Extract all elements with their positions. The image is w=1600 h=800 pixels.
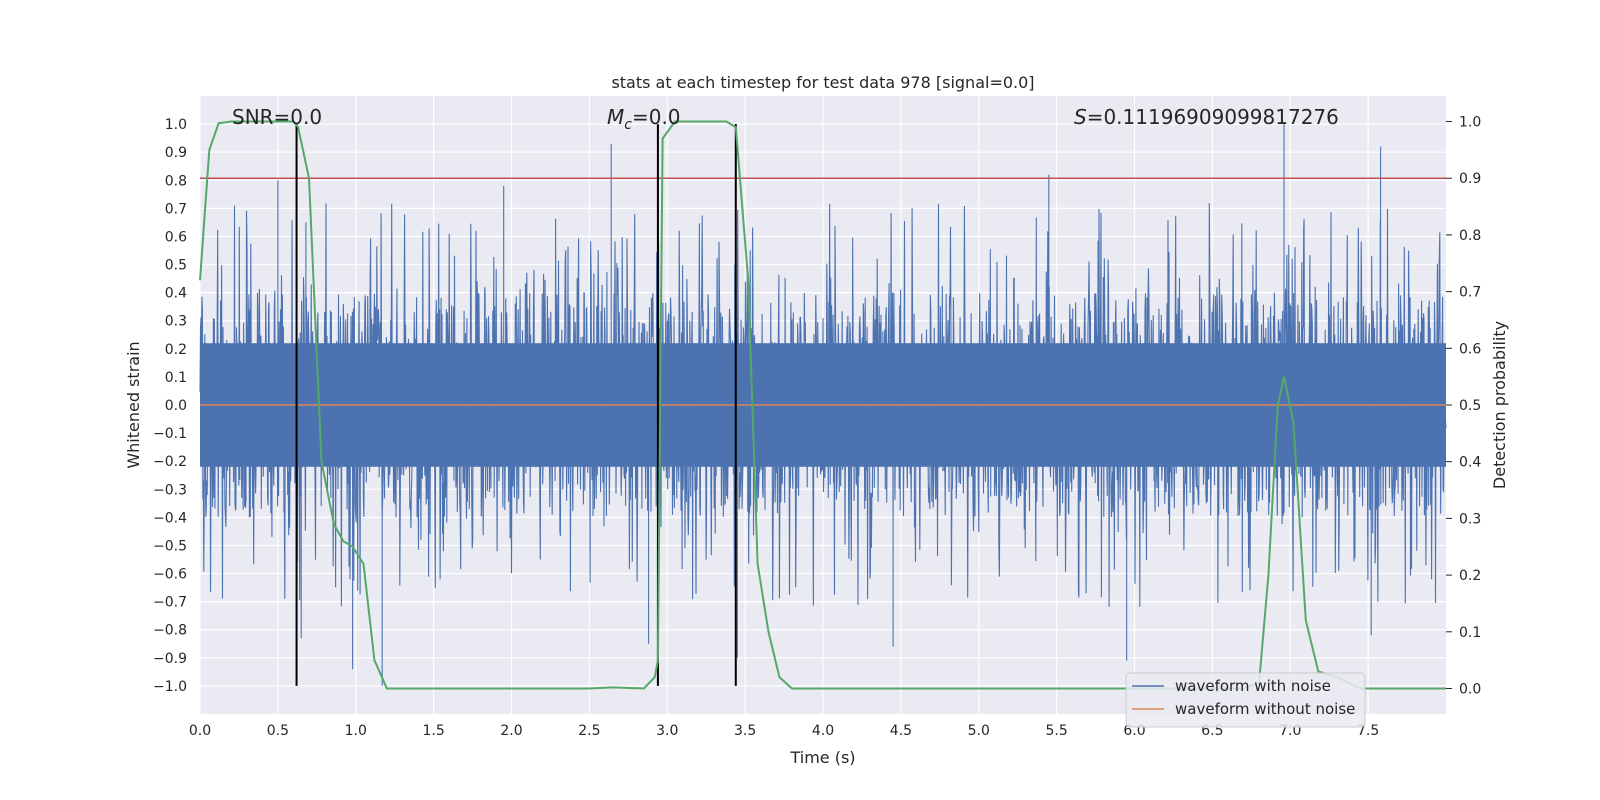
y2-tick-label: 1.0 <box>1459 115 1481 131</box>
y-tick-label: −0.8 <box>153 623 187 639</box>
x-axis-label: Time (s) <box>789 748 855 767</box>
detection-probability-line <box>199 120 1446 690</box>
y-tick-labels: 1.0 0.9 0.8 0.7 0.6 0.5 0.4 0.3 0.2 0.1 0.0 −0.1 −0.… <box>153 117 187 695</box>
y-axis-label: Whitened strain <box>124 341 143 468</box>
y2-tick-label: 0.4 <box>1459 455 1481 471</box>
y-tick-label: 0.1 <box>165 370 187 386</box>
y-tick-label: −0.3 <box>153 482 187 498</box>
y-tick-label: 0.9 <box>165 145 187 161</box>
legend: waveform with noise waveform without noi… <box>1125 672 1366 728</box>
y-tick-label: 0.4 <box>165 286 187 302</box>
y2-tick-label: 0.5 <box>1459 398 1481 414</box>
x-tick-label: 2.0 <box>500 723 522 739</box>
y-tick-label: −0.7 <box>153 595 187 611</box>
y2-tick-label: 0.1 <box>1459 625 1481 641</box>
y-tick-label: −0.5 <box>153 538 187 554</box>
y-tick-label: −0.9 <box>153 651 187 667</box>
s-annotation: S=0.11196909099817276 <box>1074 105 1339 129</box>
y-tick-label: −0.1 <box>153 426 187 442</box>
x-tick-label: 0.0 <box>189 723 211 739</box>
y-tick-label: 0.5 <box>165 258 187 274</box>
mc-symbol: M <box>607 105 624 129</box>
s-symbol: S <box>1074 105 1087 129</box>
snr-annotation: SNR=0.0 <box>232 105 322 129</box>
x-tick-label: 3.0 <box>656 723 678 739</box>
y-tick-label: 0.3 <box>165 314 187 330</box>
y-tick-label: −0.4 <box>153 510 187 526</box>
legend-box <box>1125 672 1366 728</box>
x-tick-label: 1.5 <box>422 723 444 739</box>
y2-tick-label: 0.6 <box>1459 341 1481 357</box>
x-tick-label: 5.5 <box>1045 723 1067 739</box>
mc-value: =0.0 <box>632 105 681 129</box>
x-tick-label: 2.5 <box>578 723 600 739</box>
y-tick-label: −0.2 <box>153 454 187 470</box>
y-tick-label: 1.0 <box>165 117 187 133</box>
x-tick-label: 1.0 <box>345 723 367 739</box>
y-tick-label: 0.7 <box>165 201 187 217</box>
y2-tick-label: 0.3 <box>1459 511 1481 527</box>
y2-tick-labels: 1.0 0.9 0.8 0.7 0.6 0.5 0.4 0.3 0.2 0.1 0.0 <box>1446 115 1481 697</box>
y2-tick-label: 0.7 <box>1459 285 1481 301</box>
x-tick-label: 4.0 <box>812 723 834 739</box>
y-tick-label: 0.2 <box>165 342 187 358</box>
y2-axis-label: Detection probability <box>1490 321 1509 489</box>
y-tick-label: 0.8 <box>165 173 187 189</box>
y2-tick-label: 0.9 <box>1459 171 1481 187</box>
y2-tick-label: 0.2 <box>1459 568 1481 584</box>
mc-annotation: Mc=0.0 <box>607 105 681 133</box>
chart-title: stats at each timestep for test data 978… <box>611 73 1034 92</box>
x-tick-label: 5.0 <box>968 723 990 739</box>
y-tick-label: 0.6 <box>165 229 187 245</box>
mc-subscript: c <box>624 117 632 133</box>
s-value: =0.11196909099817276 <box>1087 105 1339 129</box>
y2-tick-label: 0.0 <box>1459 681 1481 697</box>
legend-label-noise: waveform with noise <box>1175 677 1331 695</box>
legend-label-clean: waveform without noise <box>1175 700 1355 718</box>
x-tick-label: 4.5 <box>890 723 912 739</box>
x-tick-label: 3.5 <box>734 723 756 739</box>
y-tick-label: 0.0 <box>165 398 187 414</box>
x-tick-label: 0.5 <box>267 723 289 739</box>
y-tick-label: −0.6 <box>153 567 187 583</box>
y2-tick-label: 0.8 <box>1459 228 1481 244</box>
y-tick-label: −1.0 <box>153 679 187 695</box>
